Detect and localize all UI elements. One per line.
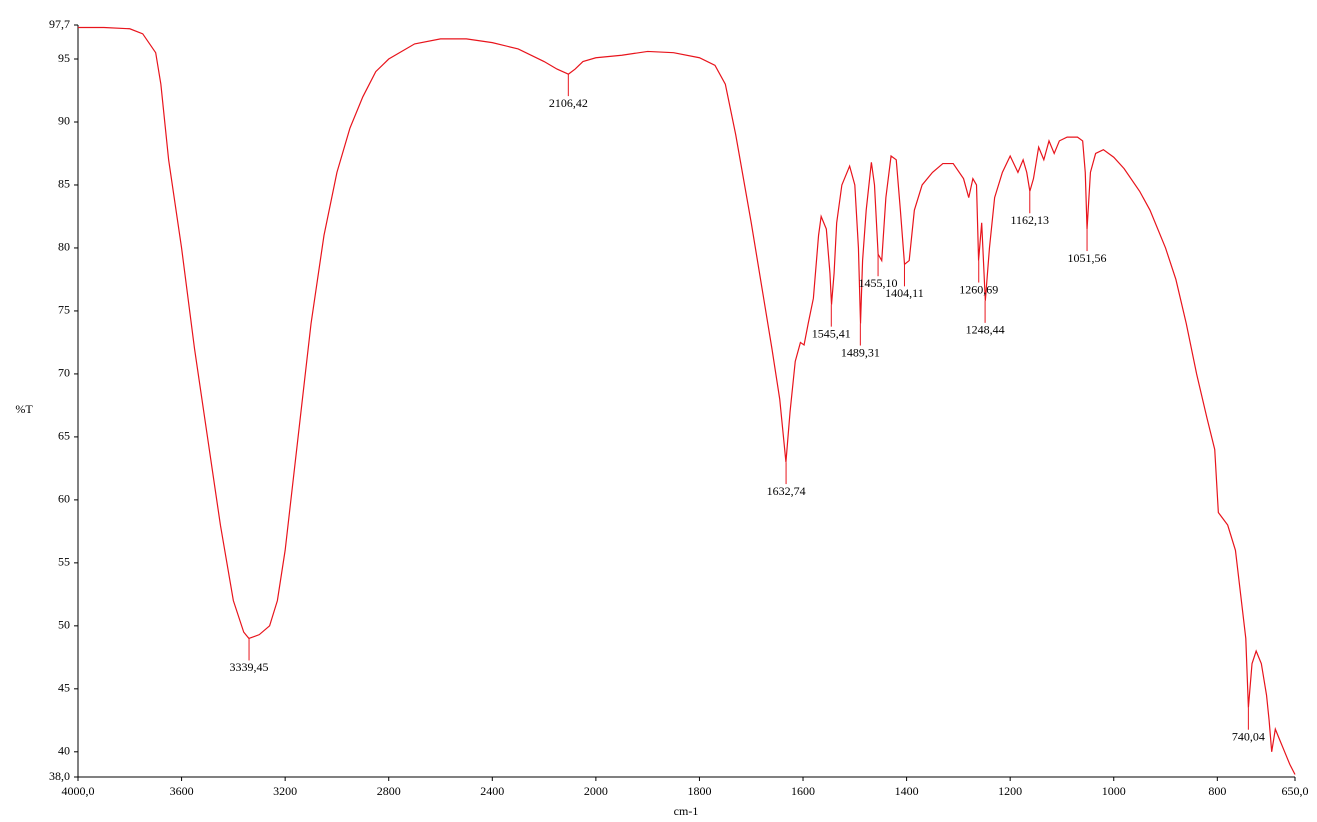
y-tick-label: 65 [58,429,70,443]
y-tick-label: 70 [58,366,70,380]
x-tick-label: 2000 [584,784,608,798]
x-tick-label: 3200 [273,784,297,798]
peak-label: 1489,31 [841,345,880,359]
y-tick-label: 50 [58,618,70,632]
y-tick-label: 95 [58,51,70,65]
y-tick-label: 75 [58,303,70,317]
x-tick-label: 800 [1208,784,1226,798]
x-tick-label: 1000 [1102,784,1126,798]
peak-label: 1162,13 [1011,213,1050,227]
peak-label: 740,04 [1232,729,1265,743]
x-tick-label: 1600 [791,784,815,798]
peak-label: 1545,41 [812,326,851,340]
y-tick-label: 85 [58,177,70,191]
x-tick-label: 3600 [170,784,194,798]
y-axis-label: %T [15,402,33,416]
y-tick-label: 45 [58,681,70,695]
y-tick-label: 60 [58,492,70,506]
y-tick-label: 55 [58,555,70,569]
peak-label: 1260,69 [959,282,998,296]
x-tick-label: 2400 [480,784,504,798]
peak-label: 1632,74 [767,484,806,498]
y-tick-label: 40 [58,744,70,758]
peak-label: 2106,42 [549,96,588,110]
peak-label: 1404,11 [885,286,924,300]
x-tick-label: 1800 [687,784,711,798]
x-tick-label: 4000,0 [62,784,95,798]
peak-label: 3339,45 [230,660,269,674]
peak-label: 1051,56 [1068,251,1107,265]
y-tick-label: 97,7 [49,17,70,31]
x-tick-label: 650,0 [1282,784,1309,798]
y-tick-label: 90 [58,114,70,128]
y-tick-label: 38,0 [49,769,70,783]
x-tick-label: 1200 [998,784,1022,798]
x-tick-label: 1400 [895,784,919,798]
x-axis-label: cm-1 [674,804,699,818]
peak-label: 1248,44 [966,323,1005,337]
spectrum-line [78,26,1296,775]
peak-label: 1455,10 [859,276,898,290]
y-tick-label: 80 [58,240,70,254]
x-tick-label: 2800 [377,784,401,798]
